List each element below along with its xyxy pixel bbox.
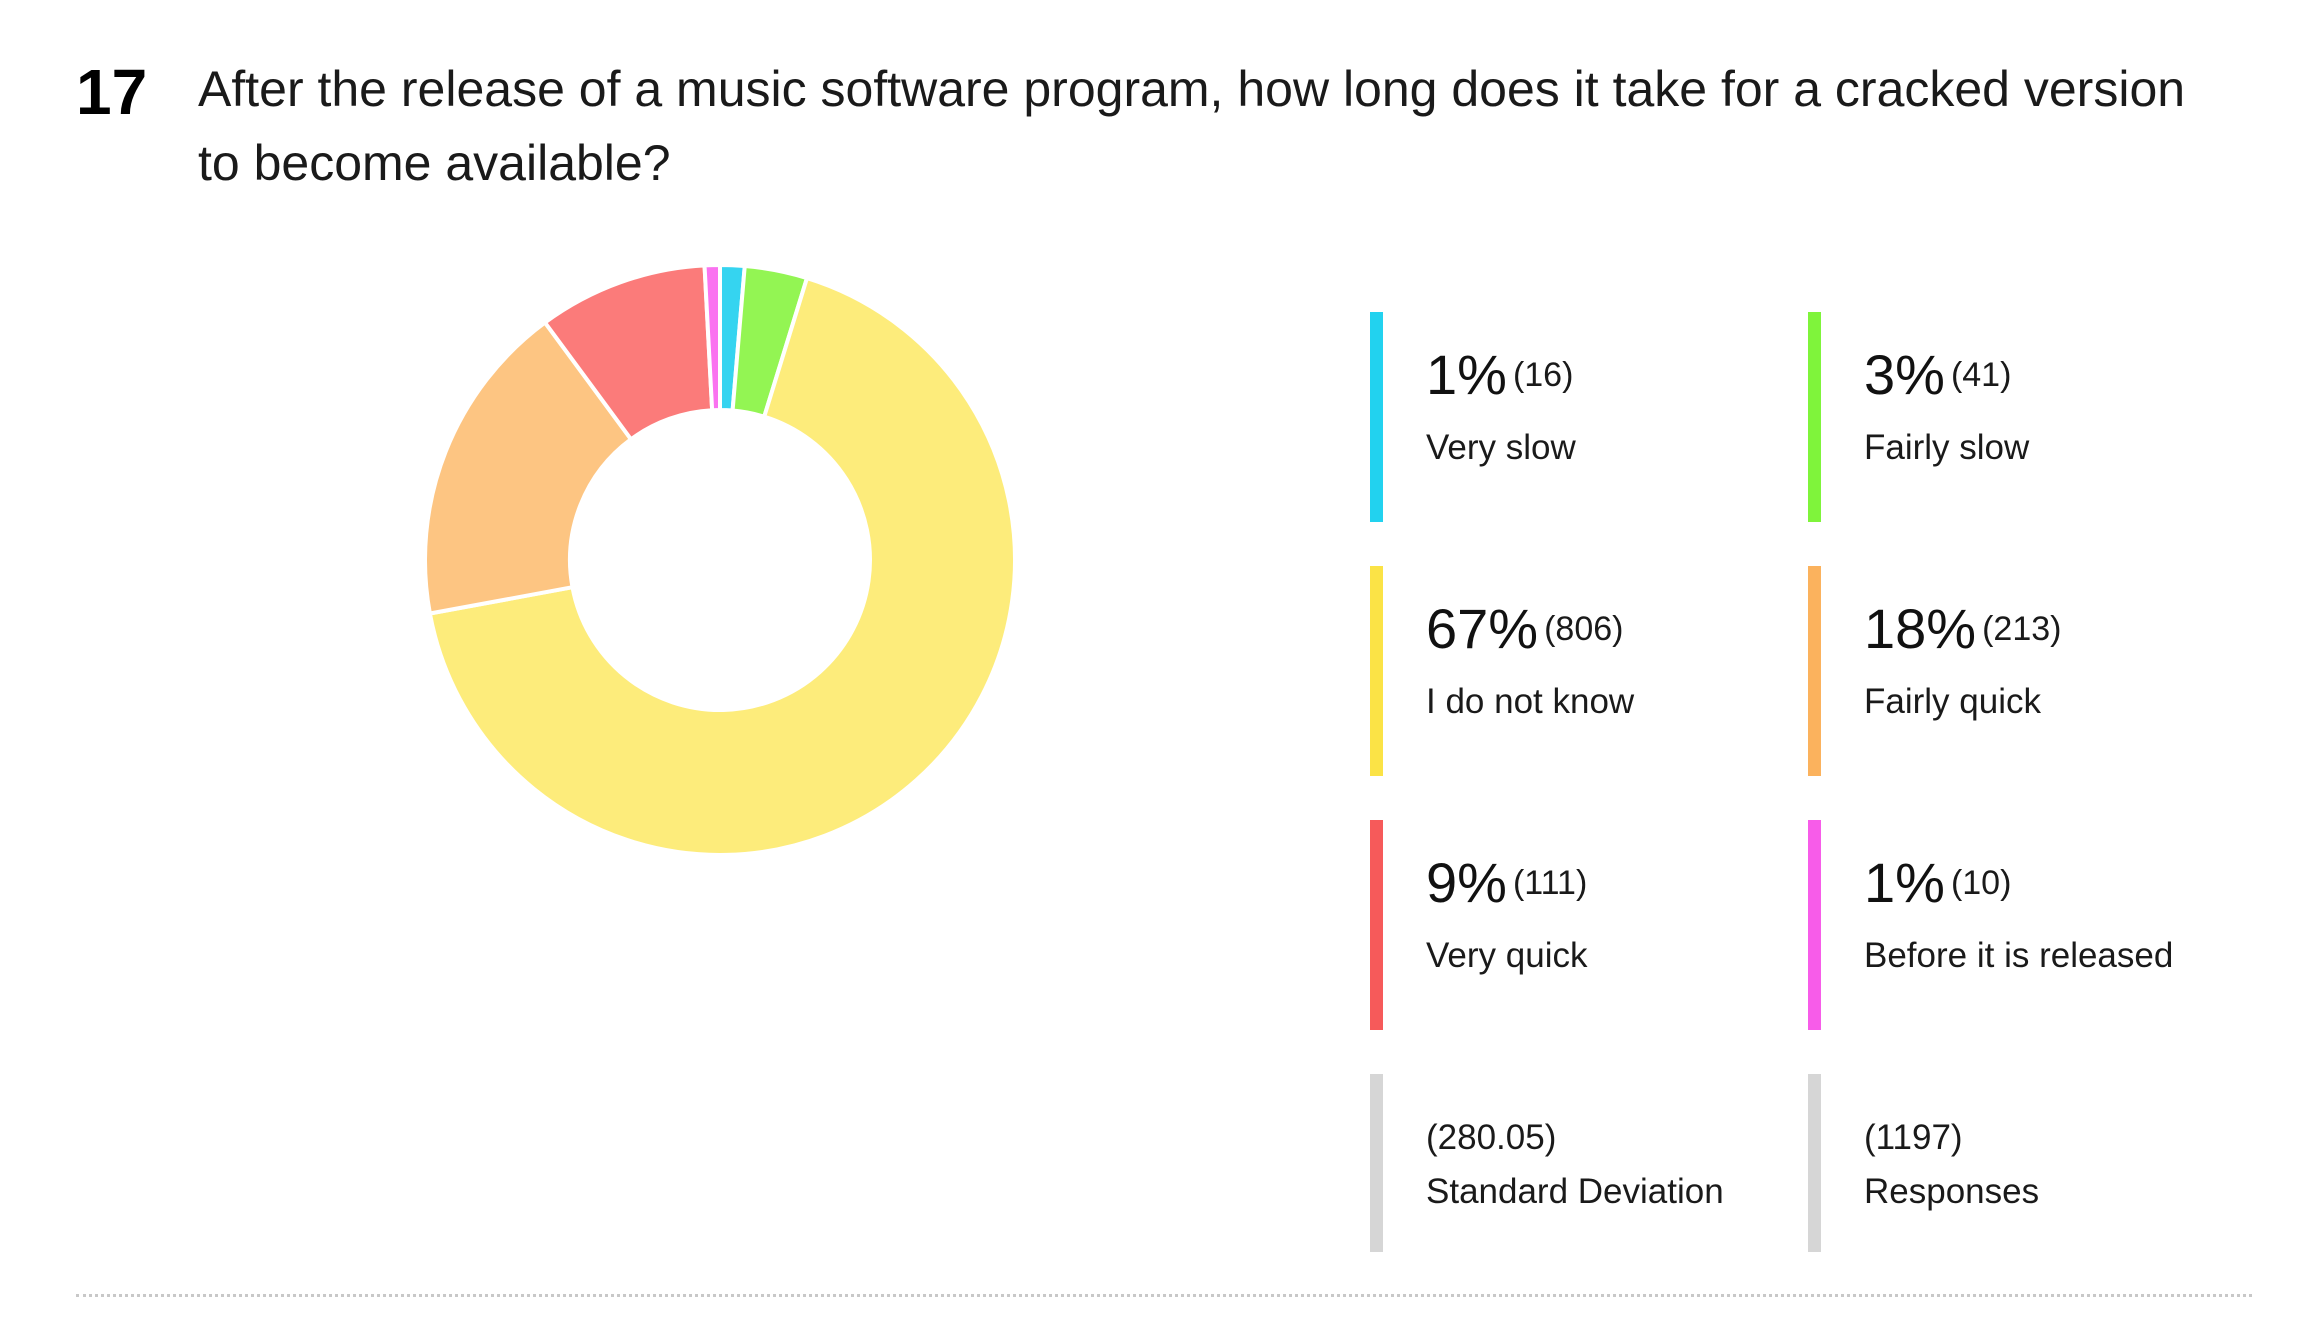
legend-count: (16) [1512, 356, 1574, 394]
stat-bar [1808, 1074, 1821, 1252]
legend-count: (111) [1512, 864, 1588, 902]
legend-percent: 3% [1864, 343, 1945, 406]
legend-item-i-do-not-know: 67% (806) I do not know [1370, 566, 1790, 776]
legend-value-line: 9% (111) [1426, 848, 1587, 918]
legend-color-bar [1370, 566, 1383, 776]
legend-color-bar [1808, 820, 1821, 1030]
question-number: 17 [76, 56, 148, 128]
legend-percent: 67% [1426, 597, 1539, 660]
stat-label: Standard Deviation [1426, 1172, 1724, 1211]
legend-count: (41) [1950, 356, 2012, 394]
legend-label: Before it is released [1864, 936, 2174, 975]
legend-count: (806) [1544, 610, 1624, 648]
legend-color-bar [1370, 820, 1383, 1030]
stat-responses: (1197) Responses [1808, 1074, 2228, 1252]
legend-value-line: 3% (41) [1864, 340, 2011, 410]
legend-label: Very quick [1426, 936, 1588, 975]
legend-color-bar [1808, 312, 1821, 522]
donut-slice-fairly-quick [423, 320, 634, 616]
stat-bar [1370, 1074, 1383, 1252]
legend-label: Fairly slow [1864, 428, 2030, 467]
legend-value-line: 18% (213) [1864, 594, 2061, 664]
stat-standard-deviation: (280.05) Standard Deviation [1370, 1074, 1790, 1252]
legend-label: I do not know [1426, 682, 1635, 721]
legend-percent: 9% [1426, 851, 1507, 914]
legend-item-fairly-quick: 18% (213) Fairly quick [1808, 566, 2228, 776]
legend-label: Very slow [1426, 428, 1576, 467]
question-title: After the release of a music software pr… [198, 61, 2186, 191]
donut-chart [420, 260, 1020, 860]
stat-value: (280.05) [1426, 1118, 1557, 1157]
legend-count: (10) [1950, 864, 2012, 902]
stat-label: Responses [1864, 1172, 2040, 1211]
legend-item-fairly-slow: 3% (41) Fairly slow [1808, 312, 2228, 522]
legend-value-line: 1% (10) [1864, 848, 2011, 918]
donut-slice-i-do-not-know [427, 276, 1017, 857]
legend-label: Fairly quick [1864, 682, 2041, 721]
legend-value-line: 67% (806) [1426, 594, 1623, 664]
stat-value: (1197) [1864, 1118, 1963, 1157]
legend-value-line: 1% (16) [1426, 340, 1573, 410]
legend-item-before-it-is-released: 1% (10) Before it is released [1808, 820, 2228, 1030]
donut-slice-before-it-is-released [702, 263, 722, 413]
legend-color-bar [1808, 566, 1821, 776]
legend-color-bar [1370, 312, 1383, 522]
legend-item-very-slow: 1% (16) Very slow [1370, 312, 1790, 522]
chart-legend: 1% (16) Very slow 3% (41) Fairly slow 67%(… [1370, 312, 2230, 1252]
donut-chart-svg [423, 263, 1017, 857]
section-divider [76, 1294, 2252, 1297]
legend-percent: 18% [1864, 597, 1977, 660]
legend-percent: 1% [1426, 343, 1507, 406]
legend-count: (213) [1982, 610, 2062, 648]
legend-item-very-quick: 9% (111) Very quick [1370, 820, 1790, 1030]
legend-percent: 1% [1864, 851, 1945, 914]
